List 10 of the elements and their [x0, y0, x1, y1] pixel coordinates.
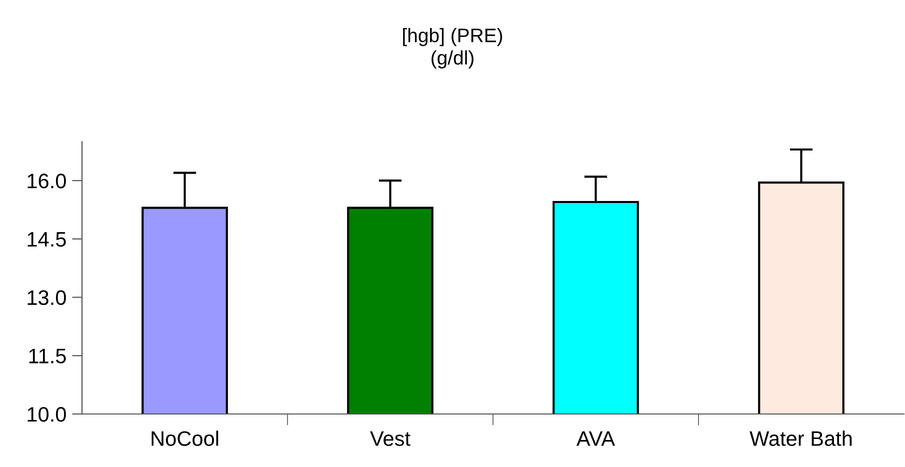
- x-tick-label: Vest: [370, 431, 410, 446]
- x-tick-label: Water Bath: [750, 430, 852, 446]
- chart-title: [hgb] (PRE) (g/dl): [403, 28, 502, 68]
- x-tick-label: AVA: [576, 431, 616, 446]
- y-tick-label: 13.0: [28, 290, 66, 306]
- y-tick-label: 16.0: [28, 174, 66, 188]
- y-tick-label: 10.0: [28, 407, 66, 422]
- y-tick-label: 11.5: [29, 348, 66, 364]
- y-tick-label: 14.5: [28, 232, 66, 247]
- x-tick-label: NoCool: [152, 430, 218, 446]
